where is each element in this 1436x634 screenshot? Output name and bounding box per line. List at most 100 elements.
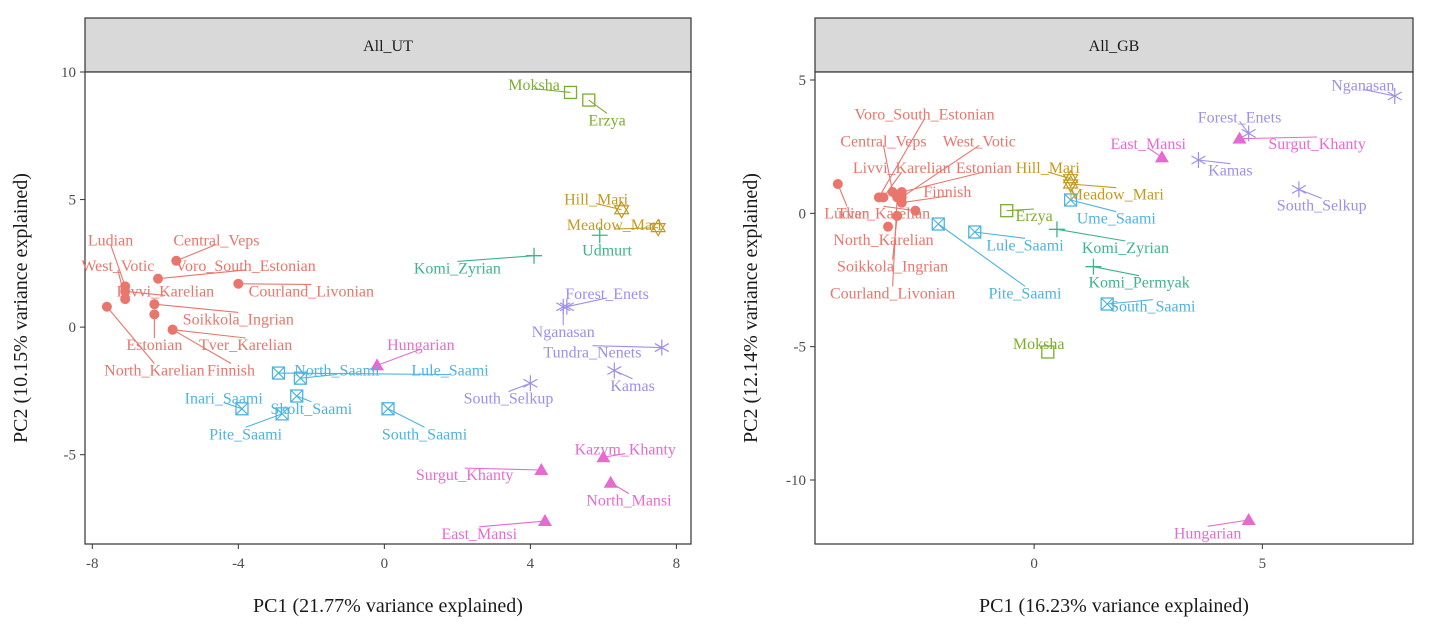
y-tick-label: -10 [786, 473, 806, 489]
label-ludian: Ludian [88, 232, 133, 249]
leader-line-livvi-karelian [883, 171, 903, 198]
label-ludian: Ludian [824, 205, 869, 222]
x-axis-label: PC1 (16.23% variance explained) [979, 595, 1249, 617]
label-kazym-khanty: Kazym_Khanty [575, 442, 676, 459]
point-surgut-khanty [534, 463, 549, 476]
leader-line-soikkola-ingrian [154, 303, 239, 314]
point-erzya [582, 93, 596, 107]
panel-strip [84, 17, 692, 73]
x-tick-label: 8 [673, 556, 681, 572]
y-tick-label: 0 [69, 320, 77, 336]
point-central-veps [171, 255, 182, 266]
leader-line-inari-saami [223, 402, 243, 410]
label-voro-south-estonian: Voro_South_Estonian [176, 258, 316, 275]
leader-line-komi-zyrian [1056, 228, 1126, 242]
point-tundra-nenets [654, 339, 670, 356]
x-tick-label: 0 [1030, 556, 1038, 572]
leader-line-south-selkup [1298, 188, 1322, 199]
label-west-votic: West_Votic [81, 258, 154, 275]
label-hungarian: Hungarian [387, 337, 455, 354]
x-tick-label: 0 [381, 556, 389, 572]
point-soikkola-ingrian [892, 211, 903, 221]
point-inari-saami [235, 402, 249, 416]
point-east-mansi [537, 514, 552, 527]
point-estonian [149, 309, 160, 320]
leader-line-erzya [588, 99, 608, 114]
label-livvi-karelian: Livvi_Karelian [853, 160, 951, 177]
label-tver-karelian: Tver_Karelian [199, 337, 292, 354]
point-kamas [1191, 152, 1206, 168]
leader-line-estonian [901, 171, 985, 193]
point-forest-enets [559, 298, 575, 315]
label-forest-enets: Forest_Enets [1198, 109, 1282, 126]
leader-line-tver-karelian [883, 205, 916, 212]
point-surgut-khanty [1232, 131, 1247, 144]
label-voro-south-estonian: Voro_South_Estonian [854, 107, 994, 124]
leader-line-finnish [901, 195, 948, 204]
leader-line-tundra-nenets [592, 345, 662, 349]
point-hill-mari [613, 200, 630, 219]
point-kazym-khanty [596, 450, 611, 463]
panel-strip [814, 17, 1414, 73]
x-tick-label: -8 [86, 556, 99, 572]
leader-line-kamas [1198, 159, 1231, 165]
leader-line-ume-saami [1070, 199, 1117, 213]
point-nganasan [1387, 88, 1402, 104]
leader-line-meadow-mari [614, 227, 659, 230]
label-east-mansi: East_Mansi [441, 526, 517, 543]
label-soikkola-ingrian: Soikkola_Ingrian [837, 259, 948, 276]
panel-title: All_UT [363, 38, 413, 55]
leader-line-central-veps [176, 243, 217, 262]
point-courland-livonian [233, 278, 244, 289]
point-lule-saami [968, 225, 982, 239]
leader-line-south-saami [1107, 299, 1153, 305]
leader-line-courland-livonian [238, 283, 312, 285]
leader-line-hungarian [1207, 519, 1249, 527]
point-meadow-mari [1062, 174, 1079, 194]
label-nganasan: Nganasan [532, 324, 595, 341]
x-tick-label: 4 [527, 556, 535, 572]
leader-line-surgut-khanty [464, 467, 542, 471]
label-surgut-khanty: Surgut_Khanty [416, 467, 513, 484]
label-courland-livonian: Courland_Livonian [830, 285, 955, 302]
point-voro-south-estonian [153, 273, 164, 284]
point-moksha [1041, 345, 1055, 359]
leader-line-forest-enets [566, 297, 608, 308]
leader-line-erzya [1006, 208, 1035, 212]
point-north-karelian [101, 301, 112, 312]
y-tick-label: 5 [69, 193, 77, 209]
label-meadow-mari: Meadow_Mari [1069, 187, 1165, 204]
plot-frame [814, 71, 1414, 545]
label-pite-saami: Pite_Saami [989, 285, 1062, 302]
label-hill-mari: Hill_Mari [1016, 160, 1081, 177]
y-axis-label: PC2 (10.15% variance explained) [10, 173, 32, 443]
label-lule-saami: Lule_Saami [411, 363, 489, 380]
x-tick-label: -4 [232, 556, 245, 572]
y-tick-label: 0 [799, 206, 807, 222]
leader-line-finnish [172, 329, 232, 364]
point-south-selkup [1291, 181, 1307, 198]
y-tick-label: 10 [61, 65, 76, 81]
leader-line-central-veps [882, 145, 894, 193]
point-soikkola-ingrian [149, 299, 160, 310]
leader-line-south-selkup [508, 382, 531, 393]
leader-line-forest-enets [1239, 121, 1250, 134]
panel-title: All_GB [1089, 38, 1140, 55]
leader-line-lule-saami [974, 231, 1026, 239]
point-moksha [563, 85, 578, 100]
leader-line-lule-saami [278, 372, 451, 376]
point-livvi-karelian [120, 286, 131, 297]
y-tick-label: -5 [794, 340, 807, 356]
x-axis-label: PC1 (21.77% variance explained) [253, 595, 523, 617]
label-finnish: Finnish [207, 363, 255, 380]
label-hungarian: Hungarian [1174, 525, 1242, 542]
leader-line-komi-permyak [1093, 266, 1140, 277]
x-tick-label: 5 [1259, 556, 1267, 572]
leader-line-pite-saami [937, 223, 1026, 287]
label-komi-zyrian: Komi_Zyrian [414, 260, 501, 277]
label-ume-saami: Ume_Saami [1077, 211, 1157, 228]
point-tver-karelian [910, 205, 921, 216]
label-finnish: Finnish [923, 184, 971, 201]
label-skolt-saami: Skolt_Saami [270, 401, 352, 418]
leader-line-east-mansi [479, 520, 546, 528]
